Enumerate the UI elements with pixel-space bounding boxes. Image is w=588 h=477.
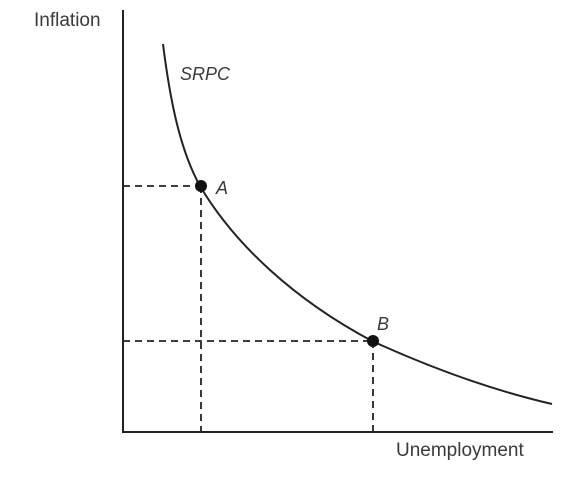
point-b-label: B <box>377 314 389 334</box>
x-axis-label: Unemployment <box>396 440 524 461</box>
point-a-label: A <box>215 178 228 198</box>
point-b <box>367 335 379 347</box>
y-axis-label: Inflation <box>34 10 101 31</box>
srpc-curve <box>162 43 553 405</box>
srpc-label: SRPC <box>180 64 231 84</box>
point-a <box>195 180 207 192</box>
